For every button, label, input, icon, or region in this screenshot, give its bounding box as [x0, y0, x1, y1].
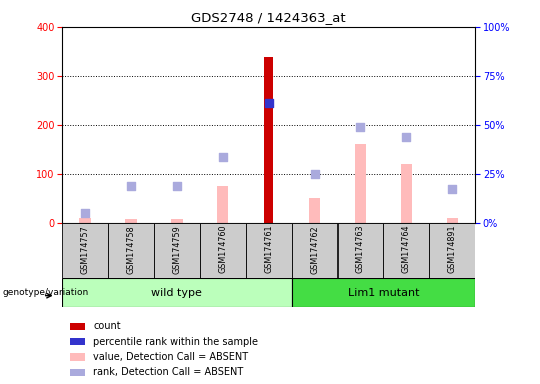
Bar [338, 223, 383, 278]
Text: GSM174891: GSM174891 [448, 225, 457, 273]
Point [172, 183, 181, 189]
Bar [292, 278, 475, 307]
Bar [309, 198, 320, 223]
Bar [383, 223, 429, 278]
Text: GSM174764: GSM174764 [402, 225, 411, 273]
Title: GDS2748 / 1424363_at: GDS2748 / 1424363_at [191, 11, 346, 24]
Bar [79, 218, 91, 223]
Bar [217, 186, 228, 223]
Point [356, 124, 365, 130]
Bar [70, 338, 85, 346]
Bar [70, 369, 85, 376]
Text: GSM174760: GSM174760 [218, 225, 227, 273]
Bar [70, 353, 85, 361]
Bar [70, 323, 85, 330]
Point [126, 183, 135, 189]
Bar [429, 223, 475, 278]
Text: GSM174757: GSM174757 [80, 225, 90, 274]
Text: count: count [93, 321, 121, 331]
Bar [108, 223, 154, 278]
Bar [401, 164, 412, 223]
Text: GSM174759: GSM174759 [172, 225, 181, 274]
Text: GSM174761: GSM174761 [264, 225, 273, 273]
Text: percentile rank within the sample: percentile rank within the sample [93, 337, 258, 347]
Point [265, 100, 273, 106]
Point [402, 134, 410, 140]
Bar [355, 144, 366, 223]
Text: rank, Detection Call = ABSENT: rank, Detection Call = ABSENT [93, 367, 244, 377]
Text: value, Detection Call = ABSENT: value, Detection Call = ABSENT [93, 352, 248, 362]
Point [81, 210, 90, 216]
Text: genotype/variation: genotype/variation [3, 288, 89, 297]
Bar [62, 223, 108, 278]
Point [218, 154, 227, 160]
Text: Lim1 mutant: Lim1 mutant [348, 288, 419, 298]
Bar [62, 278, 292, 307]
Bar [246, 223, 292, 278]
Text: GSM174762: GSM174762 [310, 225, 319, 273]
Bar [171, 219, 183, 223]
Bar [447, 218, 458, 223]
Text: wild type: wild type [151, 288, 202, 298]
Point [448, 186, 456, 192]
Bar [154, 223, 200, 278]
Bar [125, 219, 137, 223]
Bar [292, 223, 338, 278]
Text: GSM174763: GSM174763 [356, 225, 365, 273]
Bar [264, 57, 273, 223]
Text: GSM174758: GSM174758 [126, 225, 136, 273]
Bar [200, 223, 246, 278]
Point [310, 170, 319, 177]
